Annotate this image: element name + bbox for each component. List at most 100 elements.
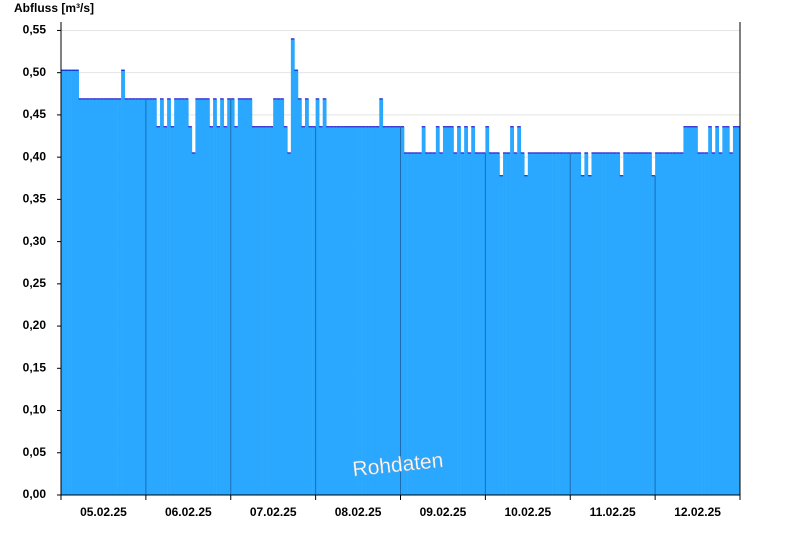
area-step: [177, 98, 182, 496]
area-step: [545, 152, 550, 495]
area-step: [481, 152, 486, 495]
x-tick-label: 10.02.25: [504, 505, 551, 519]
area-step: [389, 126, 394, 495]
area-step: [655, 152, 659, 495]
area-step: [432, 152, 437, 495]
area-step: [372, 126, 377, 495]
y-tick-label: 0,55: [23, 23, 47, 37]
area-step: [266, 126, 270, 495]
area-step: [350, 126, 355, 495]
area-step: [99, 98, 104, 496]
area-step: [283, 126, 288, 495]
area-step: [722, 126, 727, 495]
area-step: [181, 98, 186, 496]
area-step: [251, 126, 256, 495]
area-step: [573, 152, 578, 495]
area-step: [605, 152, 610, 495]
area-step: [198, 98, 203, 496]
area-step: [128, 98, 133, 496]
area-step: [421, 126, 426, 495]
area-step: [619, 175, 624, 495]
y-tick-label: 0,40: [23, 149, 47, 163]
area-step: [503, 152, 507, 495]
area-step: [78, 98, 83, 496]
area-step: [354, 126, 359, 495]
area-step: [662, 152, 667, 495]
area-step: [167, 98, 171, 496]
y-axis-label: Abfluss [m³/s]: [14, 1, 94, 15]
area-step: [457, 126, 461, 495]
area-step: [690, 126, 695, 495]
y-tick-label: 0,45: [23, 107, 47, 121]
area-step: [492, 152, 497, 495]
area-step: [92, 98, 97, 496]
y-tick-label: 0,05: [23, 445, 47, 459]
area-step: [365, 126, 369, 495]
area-step: [446, 126, 451, 495]
area-step: [623, 152, 628, 495]
area-step: [616, 152, 621, 495]
area-step: [725, 126, 730, 495]
area-step: [110, 98, 115, 496]
area-step: [591, 152, 596, 495]
area-step: [202, 98, 207, 496]
x-tick-label: 09.02.25: [420, 505, 467, 519]
area-step: [248, 98, 253, 496]
area-step: [672, 152, 677, 495]
area-step: [474, 152, 479, 495]
y-tick-label: 0,35: [23, 192, 47, 206]
area-step: [524, 175, 529, 495]
area-step: [262, 126, 267, 495]
area-step: [135, 98, 140, 496]
area-step: [729, 152, 734, 495]
area-step: [241, 98, 246, 496]
area-step: [255, 126, 260, 495]
area-step: [290, 38, 295, 496]
area-step: [308, 126, 313, 495]
area-step: [633, 152, 638, 495]
area-step: [510, 126, 514, 495]
area-step: [347, 126, 352, 495]
y-tick-label: 0,00: [23, 487, 47, 501]
area-step: [368, 126, 373, 495]
area-step: [333, 126, 338, 495]
area-step: [669, 152, 674, 495]
x-tick-label: 06.02.25: [165, 505, 212, 519]
area-step: [336, 126, 341, 495]
area-step: [276, 98, 281, 496]
area-step: [414, 152, 419, 495]
area-step: [213, 98, 217, 496]
area-step: [517, 126, 522, 495]
area-step: [679, 152, 684, 495]
area-step: [400, 126, 405, 495]
area-step: [513, 152, 518, 495]
area-step: [580, 175, 585, 495]
area-step: [124, 98, 129, 496]
y-tick-label: 0,50: [23, 65, 47, 79]
area-step: [658, 152, 663, 495]
area-step: [358, 126, 362, 495]
area-step: [736, 126, 741, 495]
area-step: [651, 175, 656, 495]
area-step: [326, 126, 331, 495]
area-step: [495, 152, 500, 495]
area-step: [708, 126, 713, 495]
area-step: [467, 152, 472, 495]
area-step: [577, 152, 582, 495]
area-step: [435, 126, 440, 495]
area-step: [244, 98, 249, 496]
area-step: [142, 98, 147, 496]
area-step: [711, 152, 716, 495]
area-step: [718, 152, 723, 495]
area-step: [665, 152, 670, 495]
area-step: [584, 152, 589, 495]
area-step: [305, 98, 309, 496]
area-step: [273, 98, 278, 496]
area-step: [404, 152, 408, 495]
area-step: [439, 152, 444, 495]
area-step: [216, 126, 221, 495]
x-tick-label: 12.02.25: [674, 505, 721, 519]
area-step: [117, 98, 122, 496]
area-step: [637, 152, 642, 495]
